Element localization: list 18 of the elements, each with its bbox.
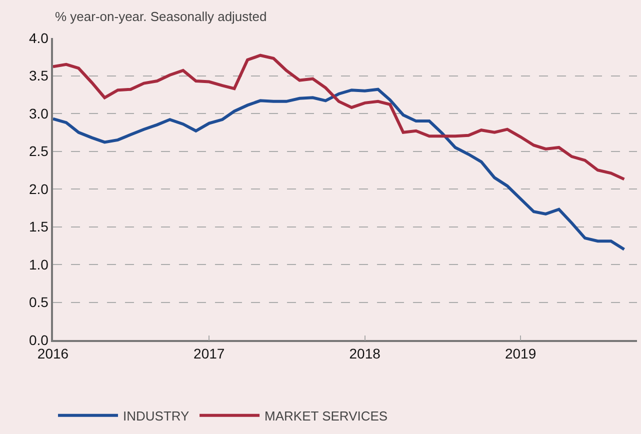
- y-tick-label: 2.5: [28, 143, 49, 160]
- line-series: [53, 54, 626, 181]
- y-tick-label: 0.0: [28, 332, 49, 348]
- y-tick-label: 3.0: [28, 105, 49, 122]
- y-tick-label: 1.5: [28, 218, 49, 235]
- legend-label: INDUSTRY: [123, 408, 190, 424]
- y-tick-label: 0.5: [28, 294, 49, 310]
- legend-label: MARKET SERVICES: [264, 408, 388, 424]
- line-series: [53, 88, 626, 251]
- x-tick-label: 2018: [349, 346, 381, 362]
- y-tick-label: 4.0: [28, 30, 49, 46]
- y-axis-title: % year-on-year. Seasonally adjusted: [55, 9, 267, 24]
- x-tick-label: 2016: [37, 346, 69, 362]
- x-tick-label: 2017: [194, 346, 225, 362]
- y-tick-label: 2.0: [28, 180, 49, 197]
- x-tick-label: 2019: [504, 346, 536, 362]
- y-tick-label: 1.0: [28, 256, 49, 272]
- y-tick-label: 3.5: [28, 68, 49, 84]
